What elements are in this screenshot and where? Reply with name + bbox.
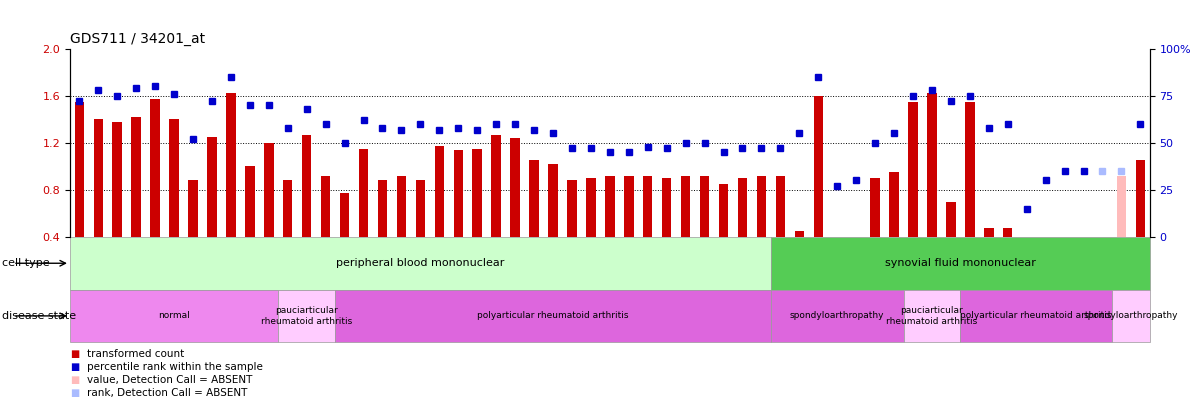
Bar [321,176,330,237]
Bar [681,176,690,237]
Bar [131,117,141,237]
Bar [890,172,898,237]
Bar [966,102,974,237]
Bar [1003,228,1013,237]
Bar [378,181,388,237]
Bar [771,290,903,342]
Bar [70,290,278,342]
Bar [207,137,217,237]
Text: ■: ■ [70,362,79,372]
Bar [961,290,1112,342]
Bar [548,164,557,237]
Bar [795,231,804,237]
Bar [70,237,771,290]
Bar [359,149,368,237]
Bar [643,176,653,237]
Text: spondyloarthropathy: spondyloarthropathy [1084,311,1179,320]
Text: pauciarticular
rheumatoid arthritis: pauciarticular rheumatoid arthritis [886,306,978,326]
Text: normal: normal [158,311,190,320]
Bar [756,176,766,237]
Bar [335,290,771,342]
Bar [150,99,160,237]
Bar [264,143,273,237]
Bar [775,176,785,237]
Bar [415,181,425,237]
Bar [814,96,824,237]
Text: percentile rank within the sample: percentile rank within the sample [87,362,262,372]
Bar [567,181,577,237]
Text: peripheral blood mononuclear: peripheral blood mononuclear [336,258,504,268]
Text: disease state: disease state [2,311,77,321]
Bar [283,181,293,237]
Text: polyarticular rheumatoid arthritis: polyarticular rheumatoid arthritis [477,311,628,320]
Bar [396,176,406,237]
Bar [472,149,482,237]
Text: spondyloarthropathy: spondyloarthropathy [790,311,885,320]
Bar [510,138,520,237]
Bar [530,160,538,237]
Bar [586,178,596,237]
Bar [340,193,349,237]
Bar [771,237,1150,290]
Bar [491,134,501,237]
Bar [75,102,84,237]
Bar [946,202,956,237]
Text: cell type: cell type [2,258,51,268]
Bar [278,290,335,342]
Bar [94,119,104,237]
Bar [870,178,880,237]
Bar [435,146,444,237]
Bar [1116,176,1126,237]
Bar [1112,290,1150,342]
Bar [624,176,633,237]
Bar [226,93,236,237]
Text: ■: ■ [70,375,79,385]
Text: ■: ■ [70,350,79,359]
Bar [188,181,197,237]
Bar [246,166,254,237]
Text: value, Detection Call = ABSENT: value, Detection Call = ABSENT [87,375,252,385]
Text: ■: ■ [70,388,79,398]
Bar [908,102,917,237]
Bar [903,290,961,342]
Text: transformed count: transformed count [87,350,184,359]
Text: GDS711 / 34201_at: GDS711 / 34201_at [70,32,205,46]
Text: rank, Detection Call = ABSENT: rank, Detection Call = ABSENT [87,388,247,398]
Text: polyarticular rheumatoid arthritis: polyarticular rheumatoid arthritis [961,311,1111,320]
Bar [984,228,993,237]
Text: pauciarticular
rheumatoid arthritis: pauciarticular rheumatoid arthritis [261,306,353,326]
Bar [927,93,937,237]
Bar [719,184,728,237]
Bar [454,150,464,237]
Bar [606,176,614,237]
Bar [662,178,672,237]
Bar [112,122,122,237]
Bar [302,134,312,237]
Bar [1135,160,1145,237]
Bar [700,176,709,237]
Text: synovial fluid mononuclear: synovial fluid mononuclear [885,258,1035,268]
Bar [738,178,748,237]
Bar [170,119,178,237]
